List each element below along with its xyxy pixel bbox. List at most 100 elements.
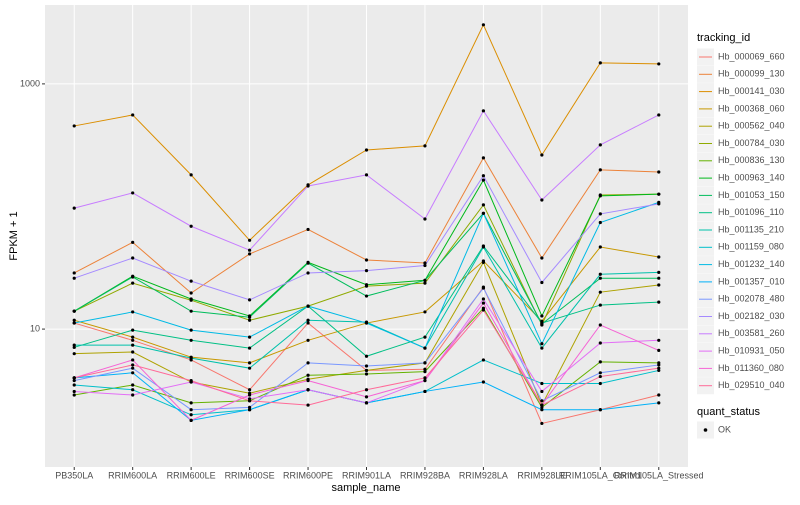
data-point: [540, 346, 544, 350]
data-point: [72, 345, 76, 349]
data-point: [540, 321, 544, 325]
data-point: [598, 290, 602, 294]
x-tick-label: RRIM600LA: [108, 470, 157, 480]
data-point: [189, 338, 193, 342]
x-axis-title: sample_name: [331, 482, 400, 494]
data-point: [423, 310, 427, 314]
data-point: [657, 338, 661, 342]
data-point: [131, 343, 135, 347]
data-point: [364, 364, 369, 368]
data-point: [247, 252, 252, 256]
data-point: [131, 275, 135, 279]
data-point: [189, 418, 193, 422]
data-point: [364, 388, 369, 392]
data-point: [598, 381, 602, 386]
data-point: [540, 408, 544, 412]
data-point: [247, 315, 252, 319]
data-point: [131, 383, 135, 387]
data-point: [364, 321, 369, 325]
data-point: [189, 408, 193, 412]
data-point: [657, 202, 661, 206]
data-point: [72, 393, 76, 397]
data-point: [306, 321, 310, 325]
x-tick-label: RRIM928LE: [517, 470, 566, 480]
legend-label: Hb_001159_080: [718, 242, 784, 252]
shape-legend-title: quant_status: [697, 406, 760, 418]
data-point: [131, 256, 135, 260]
data-point: [540, 381, 544, 386]
data-point: [657, 113, 661, 117]
data-point: [306, 261, 310, 265]
legend-label: Hb_029510_040: [718, 380, 785, 390]
data-point: [131, 191, 135, 195]
data-point: [657, 270, 661, 274]
data-point: [306, 403, 310, 407]
data-point: [598, 374, 602, 379]
data-point: [598, 220, 602, 225]
legend-label: Hb_002078_480: [718, 294, 785, 304]
data-point: [598, 276, 602, 280]
data-point: [306, 338, 310, 342]
data-point: [364, 401, 369, 405]
data-point: [306, 227, 310, 232]
x-tick-label: RRIM105LA_Stressed: [614, 470, 704, 480]
legend-label: Hb_000836_130: [718, 155, 785, 165]
data-point: [72, 321, 76, 325]
data-point: [423, 261, 427, 265]
data-point: [131, 335, 135, 339]
data-point: [540, 198, 544, 202]
legend-label: Hb_001357_010: [718, 276, 785, 286]
data-point: [189, 173, 193, 177]
data-point: [481, 358, 486, 362]
data-point: [131, 281, 135, 285]
legend-title: tracking_id: [697, 32, 750, 44]
data-point: [364, 258, 369, 262]
data-point: [598, 360, 602, 364]
data-point: [189, 279, 193, 283]
x-tick-label: RRIM928BA: [400, 470, 450, 480]
data-point: [247, 408, 252, 412]
data-point: [598, 303, 602, 307]
data-point: [247, 335, 252, 339]
data-point: [423, 367, 427, 371]
x-tick-label: RRIM928LA: [459, 470, 508, 480]
data-point: [131, 310, 135, 314]
x-tick-label: RRIM901LA: [342, 470, 391, 480]
data-point: [131, 338, 135, 342]
data-point: [189, 401, 193, 405]
data-point: [306, 373, 310, 377]
data-point: [657, 300, 661, 304]
data-point: [72, 389, 76, 394]
data-point: [72, 352, 76, 356]
data-point: [540, 421, 544, 426]
data-point: [423, 335, 427, 339]
data-point: [131, 366, 135, 370]
data-point: [131, 363, 135, 367]
data-point: [657, 366, 661, 370]
data-point: [306, 379, 310, 383]
data-point: [72, 271, 76, 275]
legend-label: Hb_000141_030: [718, 86, 785, 96]
x-tick-label: RRIM600LE: [167, 470, 216, 480]
data-point: [657, 401, 661, 405]
data-point: [247, 361, 252, 365]
data-point: [598, 272, 602, 276]
data-point: [247, 399, 252, 403]
data-point: [189, 328, 193, 332]
data-point: [72, 383, 76, 387]
data-point: [131, 240, 135, 244]
legend-label: OK: [718, 424, 731, 434]
data-point: [247, 238, 252, 242]
data-point: [423, 346, 427, 350]
data-point: [423, 376, 427, 380]
x-tick-label: RRIM600PE: [283, 470, 333, 480]
data-point: [306, 304, 310, 308]
data-point: [481, 245, 486, 249]
data-point: [131, 393, 135, 397]
data-point: [423, 144, 427, 148]
data-point: [423, 263, 427, 268]
data-point: [481, 308, 486, 312]
legend-label: Hb_001135_210: [718, 224, 784, 234]
legend-label: Hb_000069_660: [718, 51, 785, 61]
data-point: [481, 178, 486, 182]
